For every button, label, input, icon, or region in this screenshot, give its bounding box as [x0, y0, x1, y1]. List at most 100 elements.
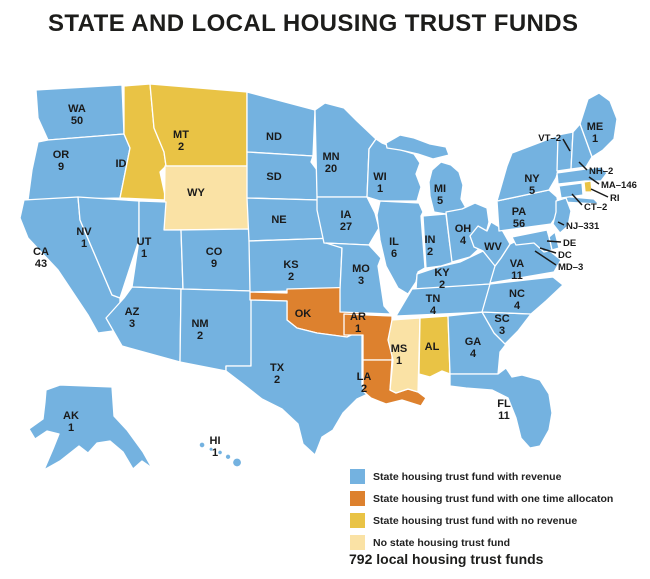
state-label-ms: MS 1 [391, 343, 408, 367]
legend-row-no-fund: No state housing trust fund [350, 535, 613, 550]
state-callout-label-md: MD–3 [558, 262, 583, 273]
state-label-tx: TX 2 [270, 362, 285, 386]
state-label-il: IL 6 [389, 236, 399, 260]
state-shapes [19, 83, 618, 471]
state-shape-ia [316, 196, 380, 246]
state-callout-label-ct: CT–2 [584, 202, 607, 213]
state-label-mo: MO 3 [352, 263, 370, 287]
state-label-ar: AR 1 [350, 311, 366, 335]
callout-line-nj [557, 221, 565, 226]
state-shape-wi [366, 138, 422, 202]
legend-row-one-time: State housing trust fund with one time a… [350, 491, 613, 506]
legend-label-one-time: State housing trust fund with one time a… [373, 492, 614, 505]
callout-line-dc [539, 247, 557, 254]
state-callout-label-de: DE [563, 238, 576, 249]
state-shape-mo [325, 242, 392, 315]
state-label-mn: MN 20 [322, 151, 339, 175]
state-label-me: ME 1 [587, 121, 604, 145]
state-label-mt: MT 2 [173, 129, 189, 153]
state-shape-nc [481, 276, 564, 315]
state-label-in: IN 2 [425, 234, 436, 258]
legend-swatch-revenue [350, 469, 365, 484]
state-label-ne: NE [271, 214, 286, 226]
legend-label-no-fund: No state housing trust fund [373, 536, 511, 549]
state-label-co: CO 9 [206, 246, 223, 270]
state-label-wv: WV [484, 241, 502, 253]
state-label-ca: CA 43 [33, 246, 49, 270]
state-label-ia: IA 27 [340, 209, 352, 233]
state-label-tn: TN 4 [426, 293, 441, 317]
legend: State housing trust fund with revenue St… [350, 469, 613, 557]
state-label-wa: WA 50 [68, 103, 86, 127]
state-label-ak: AK 1 [63, 410, 79, 434]
state-callout-label-dc: DC [558, 250, 572, 261]
legend-label-no-revenue: State housing trust fund with no revenue [373, 514, 578, 527]
state-shape-mt [149, 83, 248, 167]
state-label-va: VA 11 [510, 258, 525, 282]
state-label-ks: KS 2 [283, 259, 298, 283]
callout-line-ct [571, 193, 583, 206]
legend-row-no-revenue: State housing trust fund with no revenue [350, 513, 613, 528]
state-shape-mn [314, 102, 377, 198]
state-shape-nj [552, 197, 572, 234]
state-label-ut: UT 1 [137, 236, 152, 260]
callout-line-de [546, 240, 562, 243]
state-shape-me [579, 92, 618, 158]
state-shape-ak [28, 384, 153, 471]
legend-swatch-no-fund [350, 535, 365, 550]
callout-line-nh [578, 161, 588, 171]
state-label-al: AL [425, 341, 440, 353]
state-label-oh: OH 4 [455, 223, 472, 247]
state-label-ny: NY 5 [524, 173, 540, 197]
state-label-la: LA 2 [357, 371, 372, 395]
state-label-ga: GA 4 [465, 336, 482, 360]
state-callout-label-ma: MA–146 [601, 180, 637, 191]
state-label-wy: WY [187, 187, 205, 199]
callout-lines [534, 138, 609, 266]
state-shape-tx [225, 299, 371, 456]
state-label-az: AZ 3 [125, 306, 140, 330]
state-label-pa: PA 56 [512, 206, 527, 230]
page-title: STATE AND LOCAL HOUSING TRUST FUNDS [48, 10, 579, 37]
state-label-sd: SD [266, 171, 281, 183]
state-callout-label-nh: NH–2 [589, 166, 613, 177]
state-callout-label-vt: VT–2 [538, 133, 561, 144]
state-label-ok: OK [295, 308, 312, 320]
state-label-nc: NC 4 [509, 288, 525, 312]
legend-swatch-no-revenue [350, 513, 365, 528]
state-shape-ma [556, 166, 608, 185]
callout-line-md [534, 250, 557, 266]
legend-label-revenue: State housing trust fund with revenue [373, 470, 562, 483]
state-label-ky: KY 2 [434, 267, 450, 291]
state-label-nm: NM 2 [191, 318, 208, 342]
state-label-nd: ND [266, 131, 282, 143]
state-label-mi: MI 5 [434, 183, 446, 207]
state-callout-label-nj: NJ–331 [566, 221, 600, 232]
state-shape-ms [387, 317, 421, 394]
state-shape-ri [583, 180, 593, 193]
state-shape-nd [246, 91, 316, 157]
legend-swatch-one-time [350, 491, 365, 506]
state-shape-ct [558, 182, 584, 199]
state-labels: WA 50 OR 9 CA 43 NV 1 ID MT 2 WY UT 1 CO 9 AZ 3 NM 2 ND SD NE K… [33, 103, 637, 459]
state-shape-fl [449, 367, 553, 449]
legend-row-revenue: State housing trust fund with revenue [350, 469, 613, 484]
state-callout-label-ri: RI [610, 193, 620, 204]
callout-line-ri [590, 188, 609, 198]
state-shape-hi [198, 441, 243, 468]
state-label-wi: WI 1 [373, 171, 386, 195]
state-label-hi: HI 1 [210, 435, 221, 459]
state-shape-wv [469, 221, 511, 267]
state-shape-nh [570, 123, 593, 170]
state-label-sc: SC 3 [494, 313, 509, 337]
state-shape-wy [163, 165, 250, 231]
state-label-fl: FL 11 [497, 398, 511, 422]
callout-line-vt [562, 138, 571, 152]
state-shape-nm [179, 288, 253, 372]
state-label-nv: NV 1 [76, 226, 92, 250]
state-label-id: ID [116, 158, 127, 170]
local-funds-total: 792 local housing trust funds [349, 551, 544, 567]
state-shape-sd [246, 151, 320, 201]
